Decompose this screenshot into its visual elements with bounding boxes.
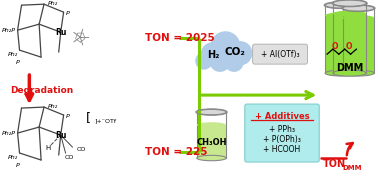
Text: Ru: Ru bbox=[55, 28, 67, 37]
Circle shape bbox=[210, 31, 240, 62]
Ellipse shape bbox=[325, 70, 356, 76]
Text: Ru: Ru bbox=[55, 131, 67, 139]
Text: TON = 2025: TON = 2025 bbox=[145, 33, 215, 43]
Text: Degradation: Degradation bbox=[10, 86, 73, 95]
Bar bbox=[197, 125, 226, 158]
Text: CH₃OH: CH₃OH bbox=[196, 138, 227, 146]
Text: Ph₂: Ph₂ bbox=[7, 155, 18, 160]
Text: Ph₂: Ph₂ bbox=[48, 104, 58, 109]
Ellipse shape bbox=[343, 15, 374, 21]
Circle shape bbox=[195, 52, 212, 70]
FancyBboxPatch shape bbox=[253, 44, 307, 64]
Ellipse shape bbox=[333, 70, 366, 76]
Text: + HCOOH: + HCOOH bbox=[263, 145, 301, 153]
Text: P: P bbox=[65, 114, 69, 118]
Text: O: O bbox=[345, 42, 352, 51]
Text: CO₂: CO₂ bbox=[225, 47, 245, 57]
Text: + PPh₃: + PPh₃ bbox=[269, 125, 295, 134]
Bar bbox=[325, 15, 356, 73]
Ellipse shape bbox=[197, 122, 226, 128]
Text: Ph₂: Ph₂ bbox=[48, 1, 58, 6]
Text: H: H bbox=[45, 145, 51, 151]
Text: + Additives: + Additives bbox=[255, 112, 309, 121]
Ellipse shape bbox=[343, 5, 374, 11]
Ellipse shape bbox=[325, 2, 356, 8]
Ellipse shape bbox=[333, 11, 366, 17]
Text: TON = 225: TON = 225 bbox=[145, 147, 208, 157]
Text: H₂: H₂ bbox=[207, 50, 220, 60]
Text: [: [ bbox=[85, 111, 91, 124]
Text: + P(OPh)₃: + P(OPh)₃ bbox=[263, 135, 301, 144]
Text: ]+⁻OTf: ]+⁻OTf bbox=[94, 118, 116, 124]
Ellipse shape bbox=[197, 155, 226, 161]
Ellipse shape bbox=[325, 13, 356, 18]
Ellipse shape bbox=[343, 70, 374, 76]
Text: Ph₂: Ph₂ bbox=[7, 52, 18, 57]
Ellipse shape bbox=[333, 0, 366, 6]
Text: P: P bbox=[16, 60, 20, 65]
FancyBboxPatch shape bbox=[245, 104, 319, 162]
Circle shape bbox=[201, 42, 224, 66]
Ellipse shape bbox=[197, 109, 226, 115]
Circle shape bbox=[209, 50, 231, 72]
Text: O: O bbox=[332, 42, 338, 51]
Text: CO: CO bbox=[76, 146, 86, 152]
Circle shape bbox=[224, 52, 244, 72]
Text: P: P bbox=[65, 11, 69, 16]
Text: DMM: DMM bbox=[336, 63, 363, 73]
Bar bbox=[333, 14, 366, 73]
Text: Ph₂P: Ph₂P bbox=[2, 131, 15, 136]
Text: DMM: DMM bbox=[343, 165, 362, 171]
Text: Ph₂P: Ph₂P bbox=[2, 28, 15, 33]
Text: P: P bbox=[16, 162, 20, 167]
Text: TON: TON bbox=[323, 159, 346, 169]
Circle shape bbox=[229, 41, 253, 65]
Text: CO: CO bbox=[65, 155, 74, 160]
Bar bbox=[343, 18, 374, 73]
Text: + Al(OTf)₃: + Al(OTf)₃ bbox=[261, 50, 299, 59]
